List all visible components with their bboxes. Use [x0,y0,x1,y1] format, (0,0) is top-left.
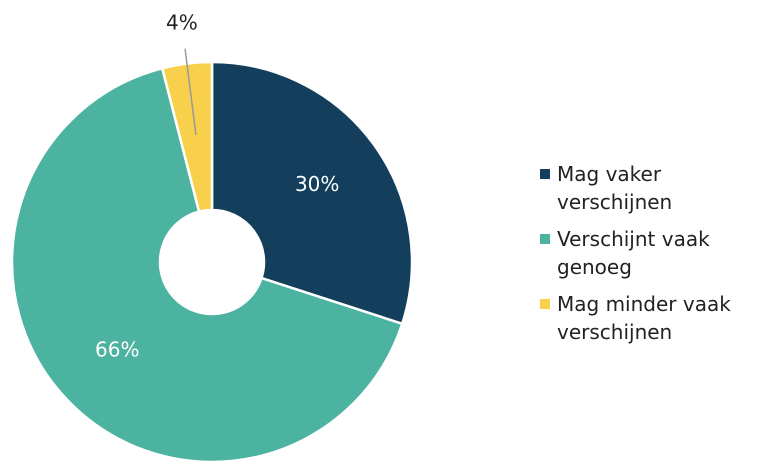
data-label: 30% [295,172,339,196]
slice [210,60,414,326]
slice [10,66,404,461]
data-label: 66% [95,337,139,361]
legend-swatch [540,169,550,179]
legend-label: Mag vaker verschijnen [557,162,673,214]
data-label: 4% [166,10,198,34]
legend-item: Mag vaker verschijnen [540,160,750,216]
slice [160,60,214,214]
legend-swatch [540,234,550,244]
legend-swatch [540,299,550,309]
legend-item: Mag minder vaak verschijnen [540,290,750,346]
legend-label: Verschijnt vaak genoeg [557,227,710,279]
leader-line [184,48,197,136]
legend: Mag vaker verschijnen Verschijnt vaak gen… [540,160,750,355]
legend-label: Mag minder vaak verschijnen [557,292,731,344]
legend-item: Verschijnt vaak genoeg [540,225,750,281]
